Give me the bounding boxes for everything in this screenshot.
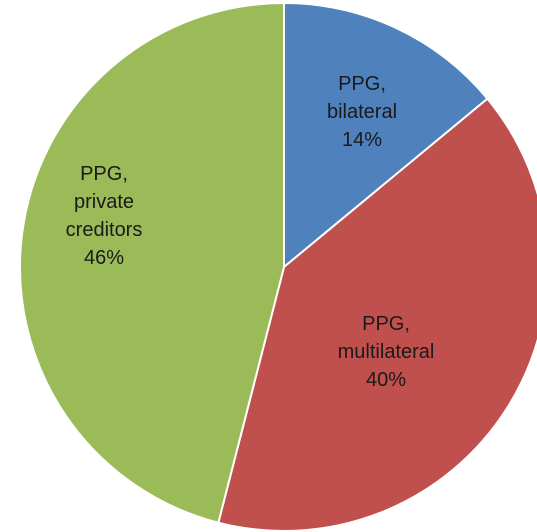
category-label: PPG, private creditors [65,163,143,241]
slice-label: PPG, multilateral 40% [338,310,435,394]
pie-slice [19,1,285,524]
value-label: 46% [83,247,125,269]
value-label: 40% [365,369,407,391]
category-label: PPG, multilateral [337,313,435,363]
value-label: 14% [341,129,383,151]
slice-label: PPG, bilateral 14% [327,70,397,154]
pie-slice [217,97,537,532]
category-label: PPG, bilateral [326,73,398,123]
slice-label: PPG, private creditors 46% [66,160,143,272]
pie-slice [283,1,489,270]
